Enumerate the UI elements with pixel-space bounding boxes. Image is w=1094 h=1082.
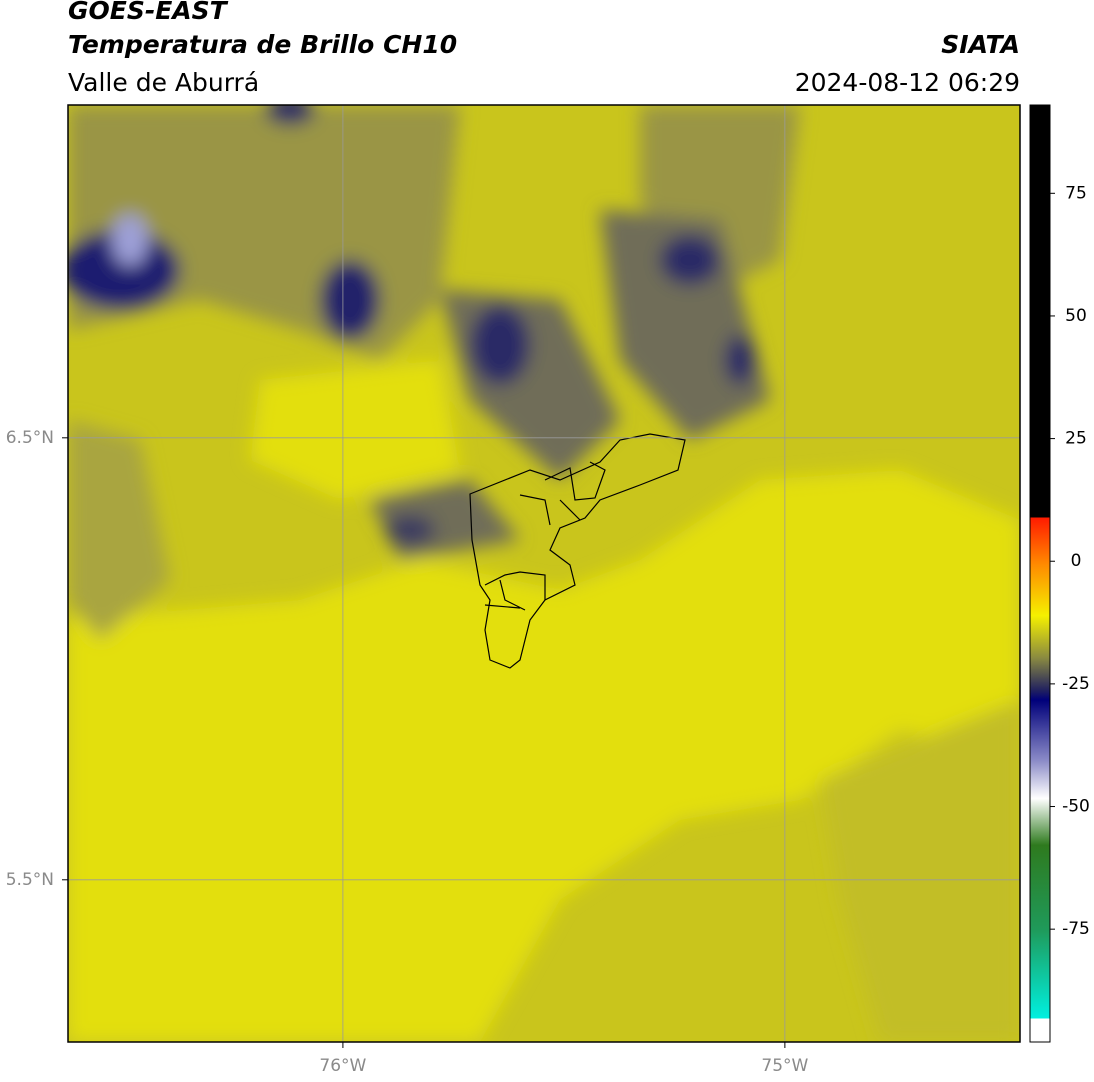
- map-image: [68, 105, 1020, 1042]
- timestamp: 2024-08-12 06:29: [795, 68, 1020, 97]
- colorbar-label: 50: [1065, 306, 1087, 326]
- y-tick-label: 6.5°N: [6, 428, 54, 448]
- source: SIATA: [941, 30, 1020, 59]
- colorbar-label: -75: [1062, 919, 1090, 939]
- y-tick-label: 5.5°N: [6, 870, 54, 890]
- x-tick-label: 76°W: [319, 1056, 366, 1076]
- colorbar-label: -25: [1062, 674, 1090, 694]
- grid: [68, 105, 1020, 1042]
- colorbar-label: 75: [1065, 183, 1087, 203]
- colorbar-label: 25: [1065, 429, 1087, 449]
- map-frame: [67, 104, 1021, 1043]
- subtitle: Temperatura de Brillo CH10: [68, 30, 457, 59]
- colorbar: [1029, 104, 1051, 1043]
- colorbar-label: 0: [1071, 551, 1082, 571]
- municipal-boundaries: [469, 433, 686, 669]
- region: Valle de Aburrá: [68, 68, 259, 97]
- colorbar-label: -50: [1062, 797, 1090, 817]
- title: GOES-EAST: [68, 0, 229, 25]
- x-tick-label: 75°W: [761, 1056, 808, 1076]
